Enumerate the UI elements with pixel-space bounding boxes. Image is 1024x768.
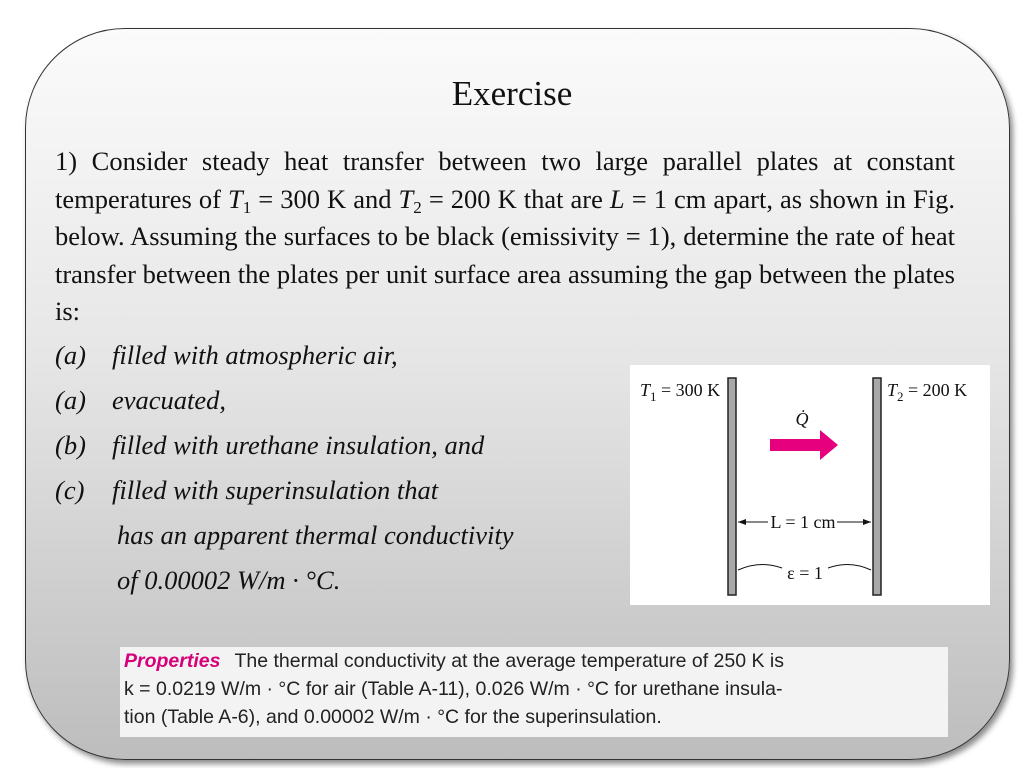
properties-text: The thermal conductivity at the average … (234, 650, 784, 672)
t2-label: T2 = 200 K (887, 380, 967, 404)
symbol: T (398, 183, 414, 214)
text-run: = 300 K and (251, 183, 399, 214)
item-text: has an apparent thermal conductivity (117, 520, 514, 550)
item-text: filled with atmospheric air, (112, 340, 398, 370)
item-label: (b) (55, 430, 86, 460)
text-run: = 200 K (904, 380, 968, 400)
t1-label: T1 = 300 K (640, 380, 720, 404)
subscript: 1 (650, 389, 657, 404)
properties-line: Properties The thermal conductivity at th… (124, 647, 948, 675)
symbol: L (609, 183, 625, 214)
subscript: 2 (413, 197, 422, 217)
gap-label: L = 1 cm (771, 512, 836, 532)
item-text: of 0.00002 W/m · °C. (117, 565, 341, 595)
emissivity-arrows (737, 564, 872, 571)
properties-line: tion (Table A-6), and 0.00002 W/m · °C f… (124, 706, 662, 728)
properties-heading: Properties (124, 650, 221, 672)
subscript: 1 (242, 197, 252, 217)
text-run: = 1 cm apart, as shown in Fig. below. As… (55, 183, 955, 327)
item-text: evacuated, (112, 385, 227, 415)
slide-title: Exercise (451, 74, 573, 113)
text-run: = 200 K that are (421, 183, 610, 214)
text-run: = 300 K (657, 380, 721, 400)
figure: T1 = 300 K T2 = 200 K Q̇ L = 1 cm ε = 1 (630, 365, 990, 605)
item-label: (a) (55, 385, 86, 415)
item-text: filled with urethane insulation, and (112, 430, 485, 460)
figure-background (630, 365, 990, 605)
properties-line: k = 0.0219 W/m · °C for air (Table A-11)… (124, 678, 783, 700)
item-label: (c) (55, 475, 85, 505)
item-text: filled with superinsulation that (112, 475, 439, 505)
symbol: T (887, 380, 899, 400)
problem-text: 1) Consider steady heat transfer between… (55, 143, 955, 331)
properties-box: Properties The thermal conductivity at th… (120, 647, 948, 737)
heat-arrow (770, 430, 838, 460)
item-label: (a) (55, 340, 86, 370)
left-plate (727, 377, 737, 596)
right-plate (872, 377, 882, 596)
symbol: T (228, 183, 243, 214)
heat-label: Q̇ (796, 408, 809, 429)
emissivity-label: ε = 1 (787, 563, 823, 583)
subscript: 2 (897, 389, 904, 404)
text-run: 1) Consider steady heat transfer between… (55, 146, 955, 214)
symbol: T (640, 380, 652, 400)
